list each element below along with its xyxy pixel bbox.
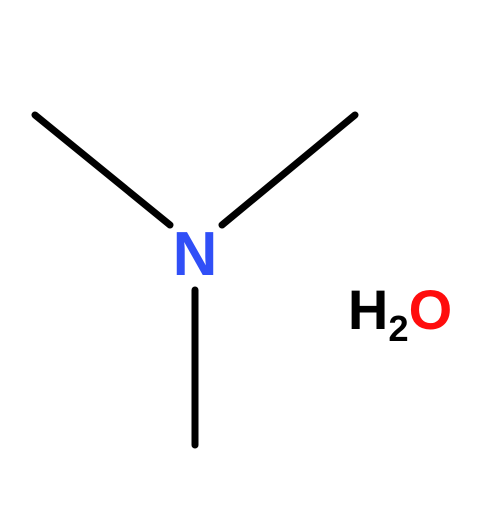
bond-1 bbox=[35, 115, 170, 225]
bonds-layer bbox=[0, 0, 500, 500]
molecule-canvas: N H2O bbox=[0, 0, 500, 500]
nitrogen-text: N bbox=[173, 220, 218, 289]
water-part-2: 2 bbox=[388, 308, 408, 349]
water-part-H: H bbox=[348, 278, 388, 341]
water-part-O: O bbox=[409, 278, 453, 341]
nitrogen-label: N bbox=[173, 224, 218, 286]
water-label: H2O bbox=[348, 282, 452, 338]
bond-2 bbox=[222, 115, 355, 225]
